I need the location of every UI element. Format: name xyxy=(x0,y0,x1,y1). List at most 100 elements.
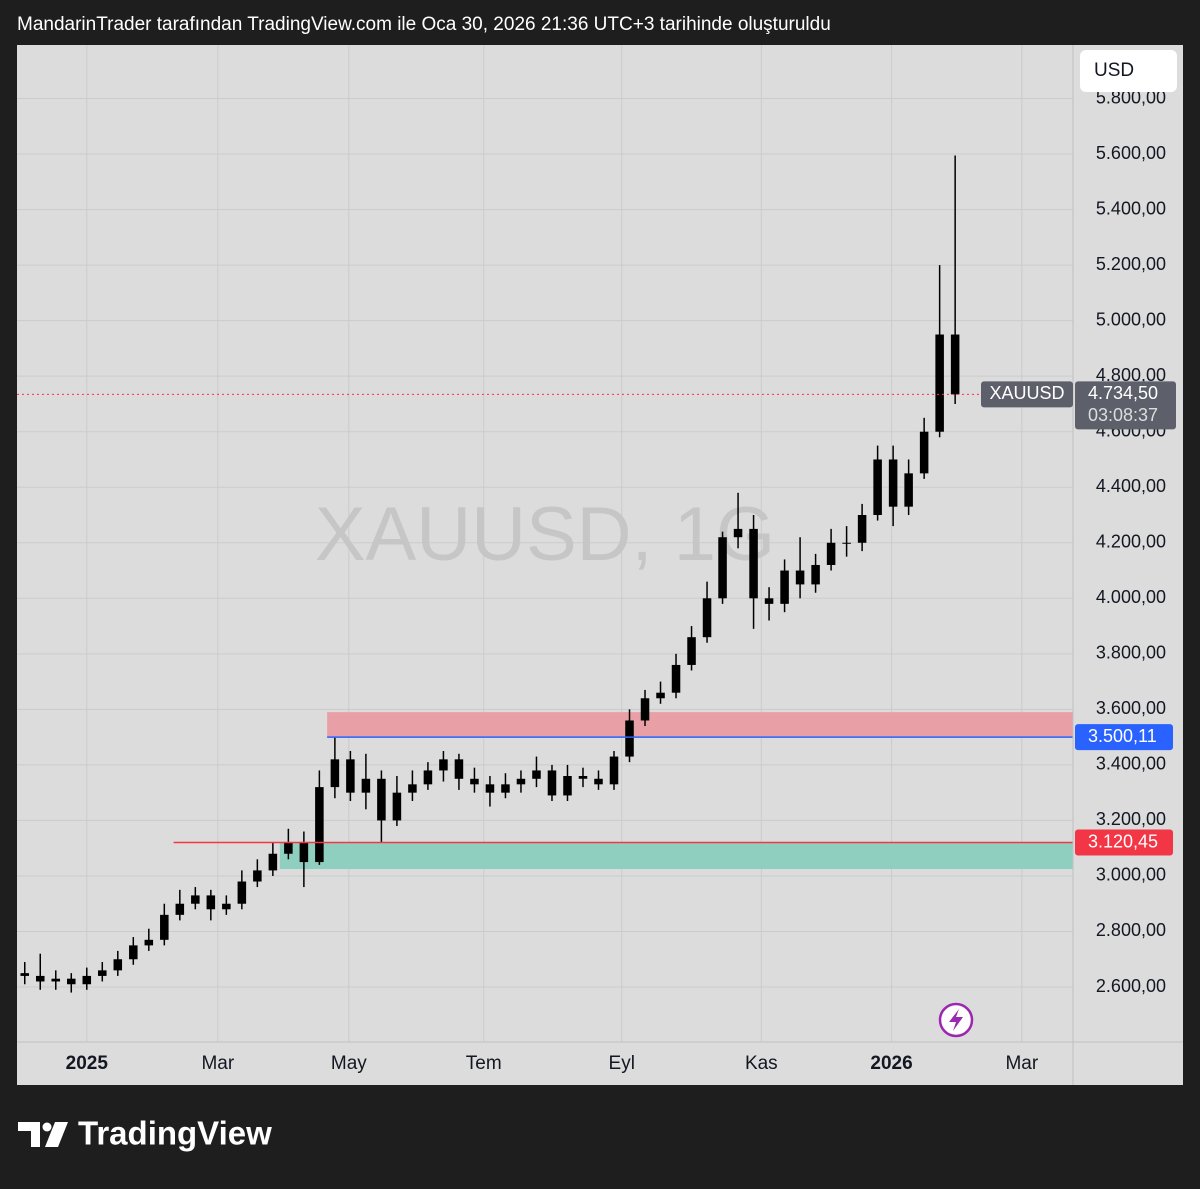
y-tick-label: 3.400,00 xyxy=(1096,754,1166,774)
currency-button[interactable] xyxy=(1080,50,1177,92)
watermark: XAUUSD, 1G xyxy=(315,492,775,577)
level-tag xyxy=(1075,829,1173,856)
x-tick-label: Tem xyxy=(466,1053,502,1074)
candle-body xyxy=(888,459,898,507)
candle-body xyxy=(842,542,851,544)
candle-body xyxy=(454,759,464,779)
candle-body xyxy=(206,895,216,910)
candle-body xyxy=(547,770,557,796)
y-tick-label: 4.000,00 xyxy=(1096,587,1166,607)
level-tag xyxy=(1075,724,1173,751)
candle-body xyxy=(857,515,867,543)
candle-body xyxy=(718,537,727,599)
y-tick-label: 4.800,00 xyxy=(1096,365,1166,385)
candle-body xyxy=(82,975,92,985)
y-tick-label: 3.800,00 xyxy=(1096,643,1166,663)
brand-name: TradingView xyxy=(78,1115,272,1152)
x-tick-label: Kas xyxy=(745,1053,778,1074)
candle-body xyxy=(873,459,882,516)
candle-body xyxy=(330,759,340,788)
candle-body xyxy=(160,914,169,940)
x-tick-label: May xyxy=(331,1053,367,1074)
candle-body xyxy=(423,770,433,785)
candle-body xyxy=(656,692,665,699)
level-label: 3.500,11 xyxy=(1088,726,1157,746)
candle-body xyxy=(408,784,417,793)
alert-bolt xyxy=(949,1009,963,1031)
candle-body xyxy=(516,778,526,785)
y-tick-label: 3.600,00 xyxy=(1096,698,1166,718)
candle-body xyxy=(222,903,231,910)
y-tick-label: 5.200,00 xyxy=(1096,254,1166,274)
candle-body xyxy=(299,842,309,863)
candle-body xyxy=(594,778,603,785)
candle-body xyxy=(919,431,929,474)
y-tick-label: 3.200,00 xyxy=(1096,809,1166,829)
y-tick-label: 3.000,00 xyxy=(1096,865,1166,885)
candle-body xyxy=(764,598,774,604)
candle-body xyxy=(392,792,402,821)
candle-body xyxy=(20,973,30,976)
candle-body xyxy=(826,542,836,565)
candle-body xyxy=(253,870,262,882)
level-label: 3.120,45 xyxy=(1088,831,1158,851)
countdown-label: 03:08:37 xyxy=(1088,405,1158,425)
candle-body xyxy=(501,784,510,793)
y-tick-label: 5.000,00 xyxy=(1096,309,1166,329)
candle-body xyxy=(485,784,495,793)
candle-body xyxy=(811,564,820,585)
y-tick-label: 5.800,00 xyxy=(1096,87,1166,107)
candle-body xyxy=(284,842,293,854)
x-tick-label: Mar xyxy=(1005,1053,1038,1074)
candle-body xyxy=(950,334,960,395)
last-price-tag xyxy=(1075,381,1176,430)
x-tick-label: Eyl xyxy=(609,1053,635,1074)
candle-body xyxy=(904,473,913,507)
candle-body xyxy=(470,778,479,785)
candle-body xyxy=(563,776,572,796)
candle-body xyxy=(35,975,45,982)
y-tick-label: 4.200,00 xyxy=(1096,532,1166,552)
candle-body xyxy=(733,528,743,538)
x-tick-label: 2025 xyxy=(66,1053,109,1074)
candle-body xyxy=(702,598,712,638)
symbol-tag xyxy=(981,381,1073,408)
x-tick-label: 2026 xyxy=(870,1053,912,1074)
candle-body xyxy=(578,776,588,779)
candle-body xyxy=(67,978,76,985)
candle-body xyxy=(144,939,154,946)
x-tick-label: Mar xyxy=(201,1053,234,1074)
symbol-label: XAUUSD xyxy=(989,383,1064,403)
currency-label[interactable]: USD xyxy=(1094,60,1134,81)
candle-body xyxy=(175,903,185,915)
candle-body xyxy=(935,334,944,432)
candle-body xyxy=(609,756,619,785)
candle-body xyxy=(129,945,138,960)
candle-body xyxy=(749,528,758,599)
candle-body xyxy=(361,778,371,793)
last-price-label: 4.734,50 xyxy=(1088,383,1158,403)
zone xyxy=(327,712,1073,738)
zone xyxy=(279,842,1073,870)
y-tick-label: 5.600,00 xyxy=(1096,143,1166,163)
candle-body xyxy=(113,959,123,971)
candle-body xyxy=(780,570,789,604)
candle-body xyxy=(640,698,650,721)
candle-body xyxy=(671,664,681,693)
y-tick-label: 4.400,00 xyxy=(1096,476,1166,496)
candle-body xyxy=(268,853,278,871)
candle-body xyxy=(315,787,324,863)
candle-body xyxy=(98,970,107,976)
candle-body xyxy=(51,978,61,982)
y-tick-label: 2.800,00 xyxy=(1096,920,1166,940)
brand-logo xyxy=(18,1122,68,1147)
candle-body xyxy=(377,778,386,821)
candle-body xyxy=(795,570,805,585)
candle-body xyxy=(687,637,696,665)
candle-body xyxy=(532,770,541,779)
candle-body xyxy=(625,720,634,757)
candle-body xyxy=(439,759,448,771)
candle-body xyxy=(191,895,200,904)
